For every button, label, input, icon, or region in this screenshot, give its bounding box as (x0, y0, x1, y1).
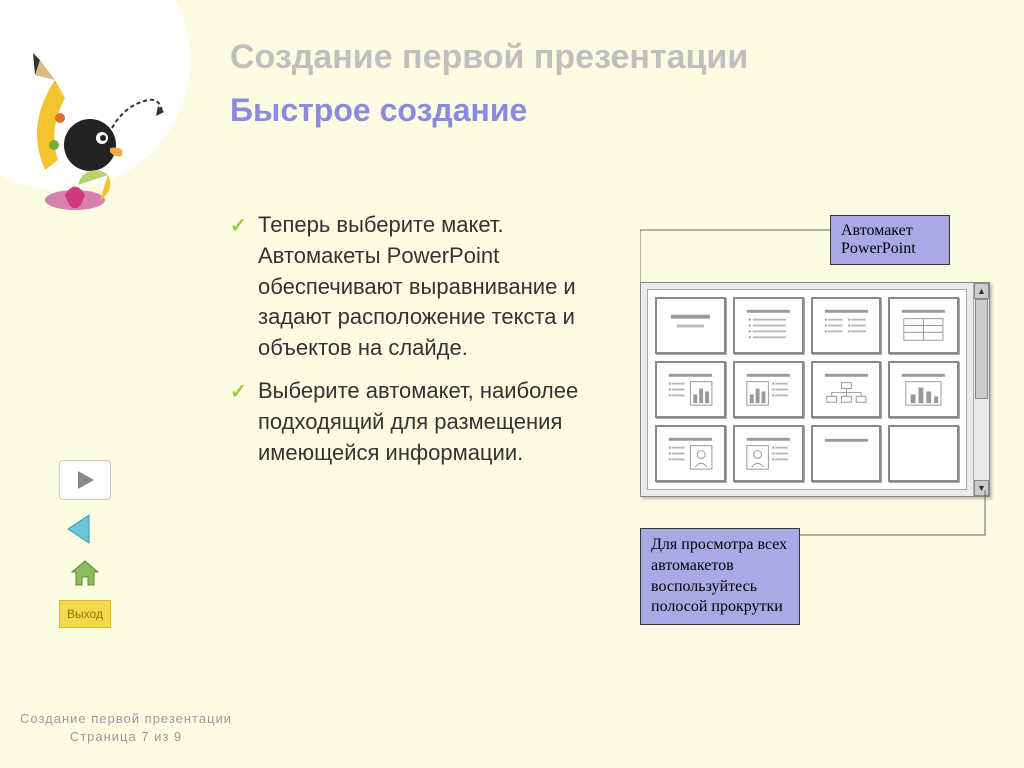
scroll-thumb[interactable] (975, 299, 988, 399)
footer: Создание первой презентации Страница 7 и… (20, 710, 232, 746)
clipart-mascot (30, 50, 170, 220)
layout-thumb-title[interactable] (655, 297, 726, 354)
layout-thumb-bullets[interactable] (733, 297, 804, 354)
nav-play-button[interactable] (59, 460, 111, 500)
page-title: Создание первой презентации (230, 38, 748, 77)
layout-thumb-clip-text[interactable] (733, 425, 804, 482)
autolayout-grid (647, 289, 967, 490)
nav-exit-label: Выход (67, 607, 103, 621)
bullet-item: Теперь выберите макет. Автомакеты PowerP… (230, 210, 590, 364)
layout-thumb-title-only[interactable] (811, 425, 882, 482)
nav-back-button[interactable] (65, 512, 105, 546)
layout-thumb-table[interactable] (888, 297, 959, 354)
nav-home-button[interactable] (68, 558, 102, 588)
layout-thumb-text-chart[interactable] (655, 361, 726, 418)
body-bullet-list: Теперь выберите макет. Автомакеты PowerP… (230, 210, 590, 480)
nav-exit-button[interactable]: Выход (59, 600, 111, 628)
footer-page: Страница 7 из 9 (20, 728, 232, 746)
scroll-track[interactable] (974, 299, 989, 480)
callout-leader-top (640, 220, 835, 290)
bullet-item: Выберите автомакет, наиболее подходящий … (230, 376, 590, 468)
autolayout-panel: ▲ ▼ (640, 282, 990, 497)
footer-title: Создание первой презентации (20, 710, 232, 728)
callout-autolayout: Автомакет PowerPoint (830, 215, 950, 265)
panel-scrollbar[interactable]: ▲ ▼ (973, 283, 989, 496)
callout-scroll-hint: Для просмотра всех автомакетов воспользу… (640, 528, 800, 625)
callout-leader-bottom (800, 490, 990, 540)
layout-thumb-orgchart[interactable] (811, 361, 882, 418)
nav-panel: Выход (35, 460, 135, 628)
layout-thumb-chart-text[interactable] (733, 361, 804, 418)
layout-thumb-blank[interactable] (888, 425, 959, 482)
page-subtitle: Быстрое создание (230, 92, 527, 129)
layout-thumb-chart[interactable] (888, 361, 959, 418)
layout-thumb-text-clip[interactable] (655, 425, 726, 482)
scroll-up-button[interactable]: ▲ (974, 283, 989, 299)
layout-thumb-2col[interactable] (811, 297, 882, 354)
